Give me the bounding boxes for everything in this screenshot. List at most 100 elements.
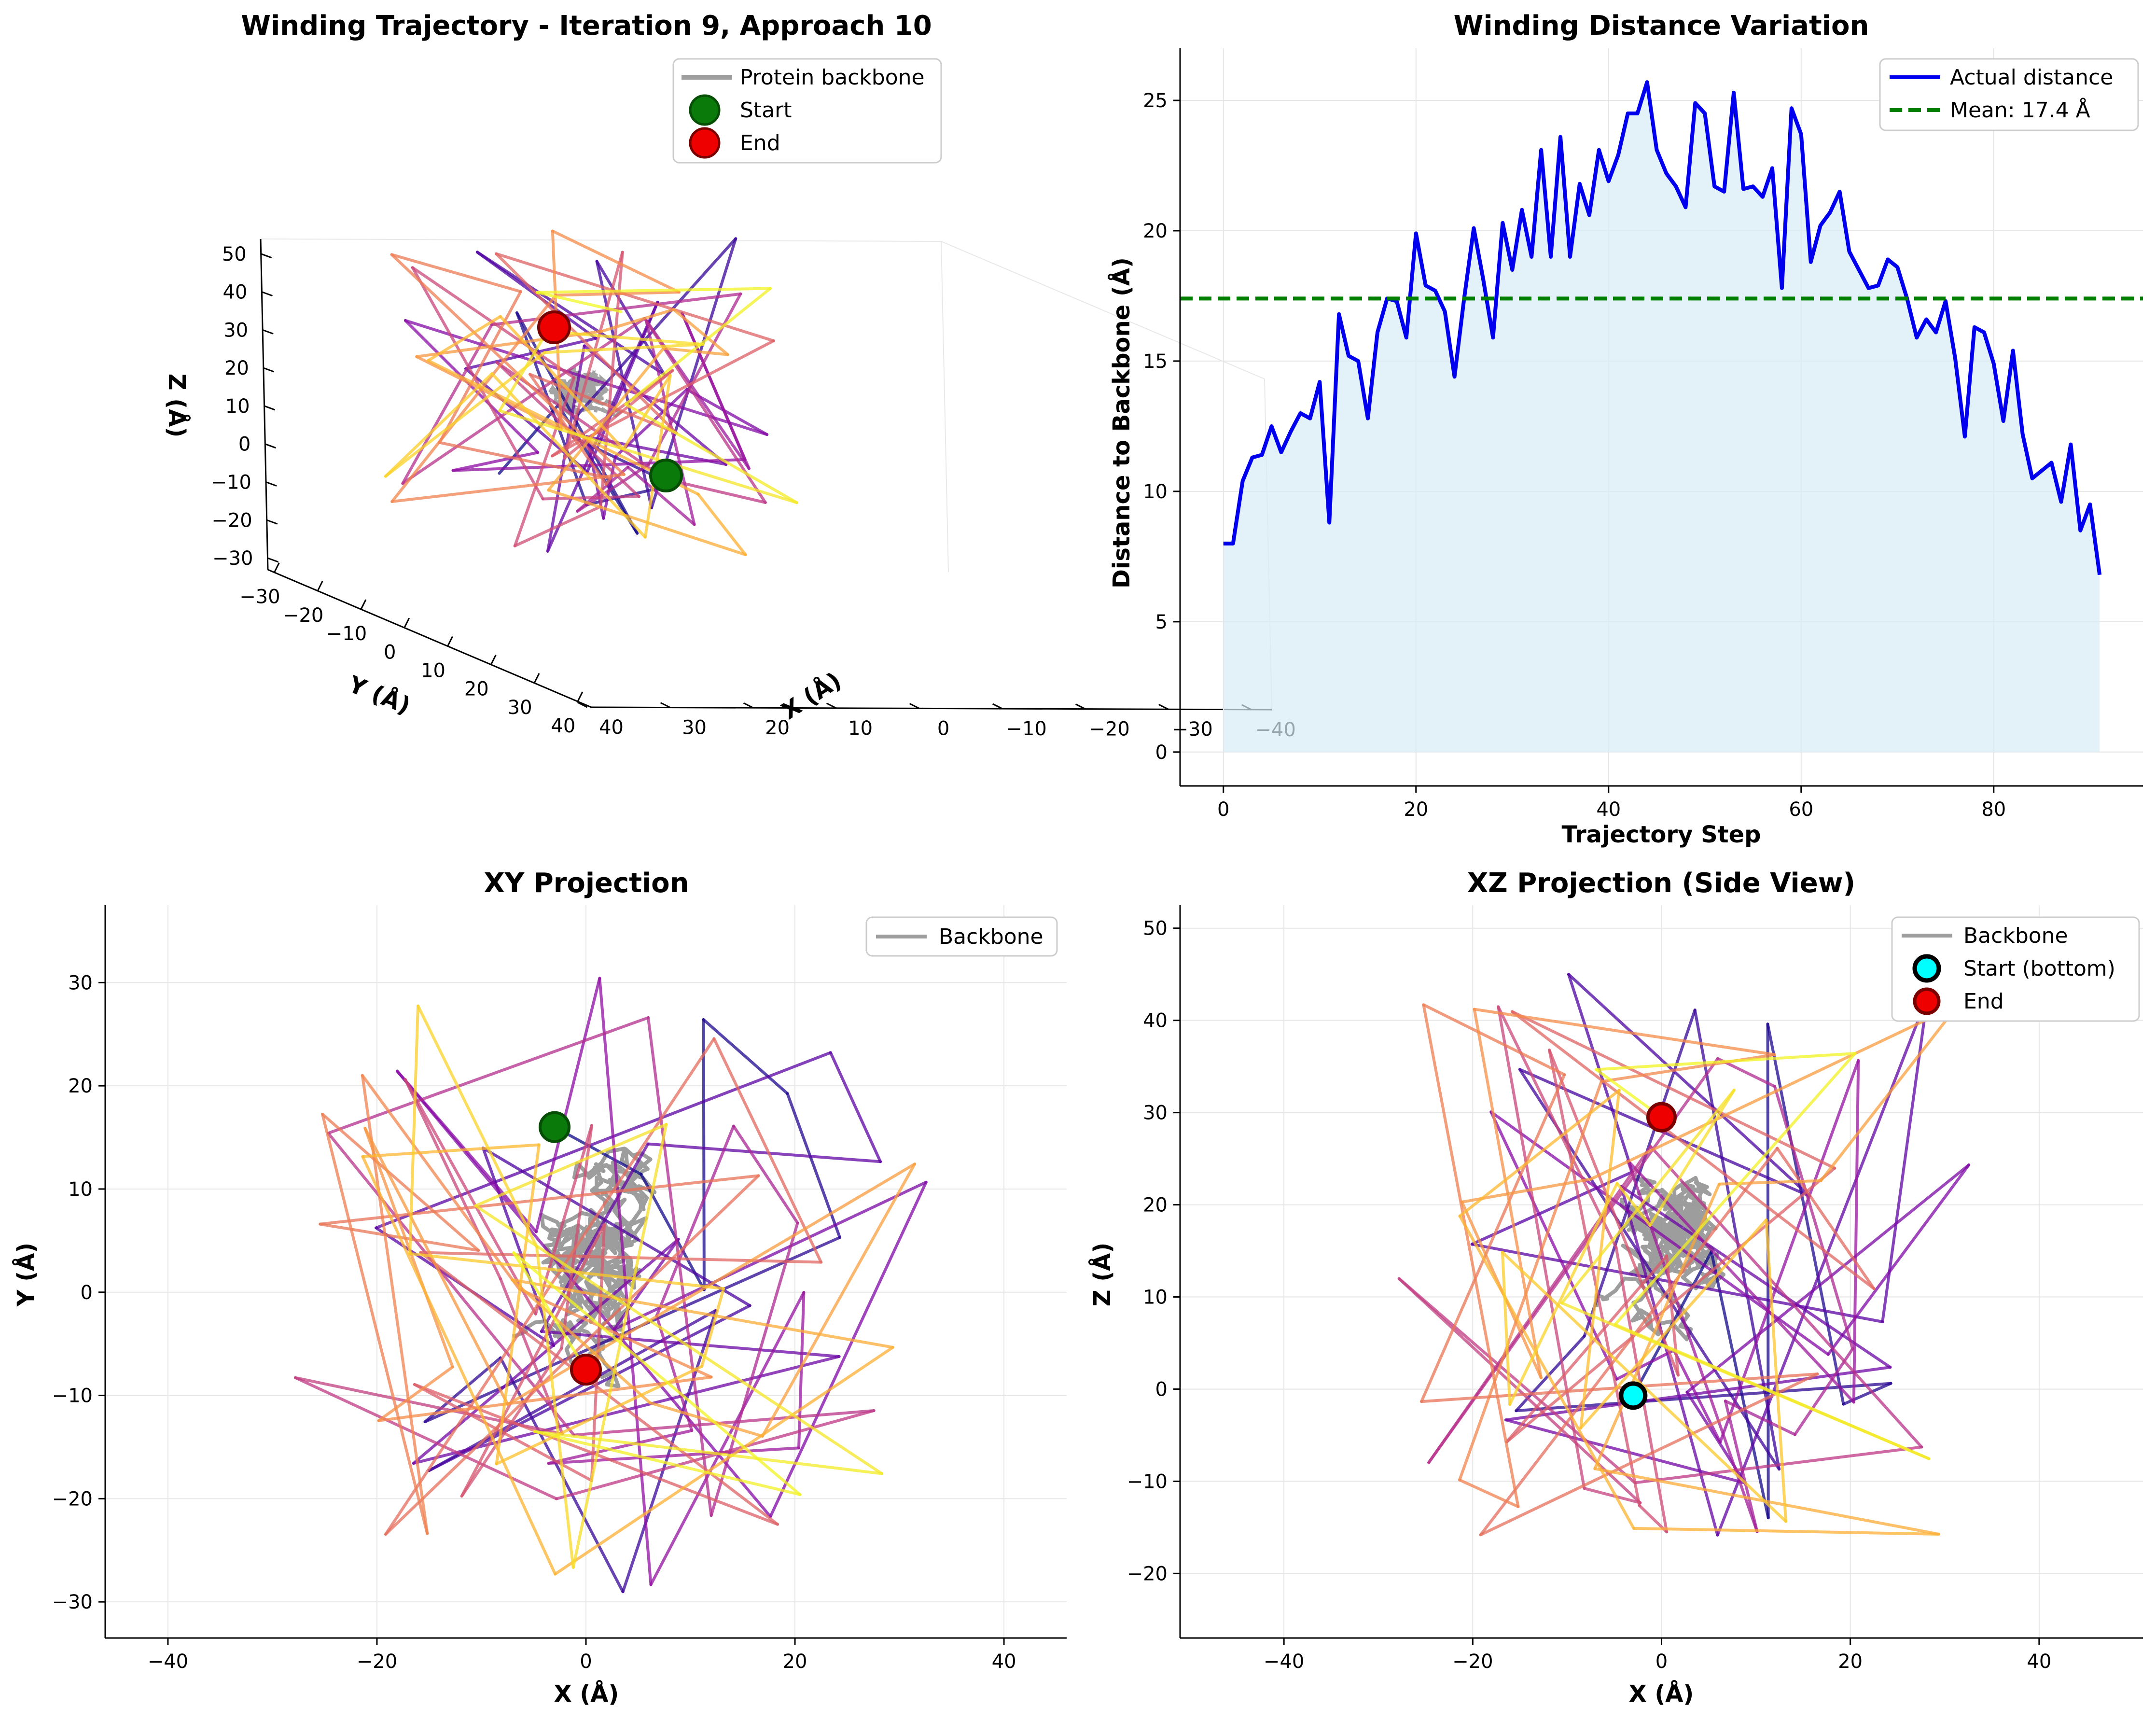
- trajectory-segment: [576, 237, 737, 416]
- x-tick-label: 40: [992, 1651, 1016, 1673]
- 3d-axes-box: [260, 238, 1272, 711]
- trajectory-segment: [495, 252, 775, 342]
- z-tick-mark: [267, 557, 278, 563]
- trajectory-segment: [648, 1401, 764, 1438]
- x-tick-label: −10: [1006, 718, 1046, 740]
- x-tick-label: 20: [765, 717, 790, 739]
- trajectory-segment: [474, 1123, 668, 1207]
- x-tick-label: −20: [1452, 1651, 1493, 1673]
- z-tick-label: 40: [223, 281, 247, 304]
- y-tick-label: 20: [68, 1075, 93, 1097]
- legend-distance: Actual distance Mean: 17.4 Å: [1879, 58, 2139, 131]
- trajectory-segment: [1505, 1254, 1669, 1443]
- trajectory-segment: [700, 1287, 725, 1368]
- x-tick-label: −30: [1172, 718, 1212, 741]
- trajectory-segment: [1685, 1163, 1971, 1394]
- x-tick-label: 20: [783, 1651, 807, 1673]
- trajectory-segment: [384, 1174, 760, 1536]
- trajectory-segment: [572, 1409, 876, 1437]
- trajectory-segment: [1589, 1003, 1960, 1181]
- x-tick-label: −40: [148, 1651, 188, 1673]
- trajectory-segment: [626, 465, 696, 526]
- z-tick-mark: [261, 253, 272, 259]
- trajectory-segment: [427, 315, 502, 362]
- z-tick-label: 20: [224, 357, 249, 379]
- trajectory-segment: [498, 409, 798, 504]
- trajectory-segment: [649, 1291, 806, 1586]
- trajectory-segment: [533, 1430, 802, 1496]
- x-axis-label-distance: Trajectory Step: [1561, 821, 1761, 848]
- y-axis-label-distance: Distance to Backbone (Å): [1108, 257, 1135, 588]
- title-3d-trajectory: Winding Trajectory - Iteration 9, Approa…: [241, 10, 932, 42]
- y-tick-label: 0: [1155, 1378, 1168, 1400]
- legend-xy: Backbone: [865, 916, 1058, 957]
- trajectory-segment: [498, 403, 560, 475]
- z-tick-mark: [265, 481, 277, 487]
- trajectory-segment: [408, 1004, 420, 1255]
- y-tick-label: 10: [1143, 1287, 1168, 1309]
- trajectory-segment: [1614, 1323, 1931, 1460]
- z-tick-mark: [264, 443, 276, 449]
- distance-axes: 0 20 40 60 80 0 5 10 15 20 25: [1143, 48, 2143, 821]
- trajectory-segment: [390, 294, 557, 503]
- trajectory-segment: [543, 343, 705, 354]
- x-tick-label: 30: [682, 717, 707, 739]
- trajectory-segment: [321, 1112, 480, 1252]
- x-tick-mark: [660, 702, 671, 708]
- trajectory-segment: [427, 1309, 718, 1472]
- y-axis-line: [267, 569, 592, 708]
- x-tick-mark: [992, 703, 1003, 710]
- trajectory-segment: [1632, 1526, 1940, 1536]
- x-axis-label-xy: X (Å): [554, 1680, 619, 1708]
- xy-start-end-markers: [539, 1111, 602, 1386]
- trajectory-segment: [495, 1143, 541, 1466]
- trajectory-segment: [390, 473, 626, 503]
- trajectory-segment: [1648, 1089, 1736, 1227]
- trajectory-segment: [419, 1251, 779, 1526]
- pane-edge: [260, 238, 942, 242]
- x-tick-mark: [743, 702, 754, 709]
- x-axis-label-xz: X (Å): [1629, 1680, 1694, 1708]
- trajectory-segment: [451, 458, 747, 472]
- trajectory-segment: [655, 1314, 694, 1432]
- legend-start-marker: [1912, 954, 1941, 983]
- legend-box: [672, 58, 942, 164]
- xz-backbone-trace: [1594, 1175, 1726, 1342]
- y-tick-label: 0: [1155, 742, 1168, 764]
- trajectory-segment: [732, 1124, 799, 1225]
- trajectory-segment: [517, 1288, 713, 1379]
- trajectory-segment: [1397, 1277, 1637, 1484]
- trajectory-segment: [377, 1365, 454, 1422]
- y-tick-label: −20: [52, 1488, 93, 1510]
- xz-axes: −40 −20 0 20 40 −20 −10 0 10 20 30 40 50: [1127, 905, 2143, 1673]
- trajectory-segment: [464, 336, 598, 370]
- trajectory-segment: [293, 1376, 558, 1500]
- y-tick-mark: [317, 581, 323, 591]
- z-tick-mark: [266, 519, 278, 525]
- pane-edge: [941, 241, 1265, 379]
- trajectory-segment: [411, 266, 576, 379]
- y-axis-label-xz: Z (Å): [1088, 1243, 1116, 1307]
- y-tick-label: 10: [421, 659, 445, 682]
- title-xz-projection: XZ Projection (Side View): [1467, 868, 1855, 899]
- y-tick-mark: [274, 562, 280, 573]
- trajectory-segment: [395, 1069, 538, 1233]
- trajectory-segment: [1595, 1052, 1857, 1071]
- x-tick-label: 40: [2027, 1651, 2051, 1673]
- legend-label: End: [740, 131, 780, 155]
- trajectory-segment: [1793, 1347, 1854, 1436]
- trajectory-segment: [1510, 1010, 1836, 1170]
- x-tick-label: −20: [1089, 718, 1129, 741]
- x-tick-label: 0: [580, 1651, 592, 1673]
- trajectory-segment: [1615, 1182, 1652, 1227]
- trajectory-segment: [403, 319, 540, 454]
- trajectory-segment: [1765, 1218, 1788, 1523]
- y-tick-label: 40: [551, 715, 575, 737]
- trajectory-segment: [1881, 994, 1929, 1324]
- z-tick-label: 0: [238, 434, 250, 456]
- y-tick-label: 30: [68, 972, 93, 994]
- trajectory-segment: [551, 339, 775, 458]
- xz-start-end-markers: [1619, 1102, 1677, 1410]
- y-tick-label: 30: [508, 697, 532, 719]
